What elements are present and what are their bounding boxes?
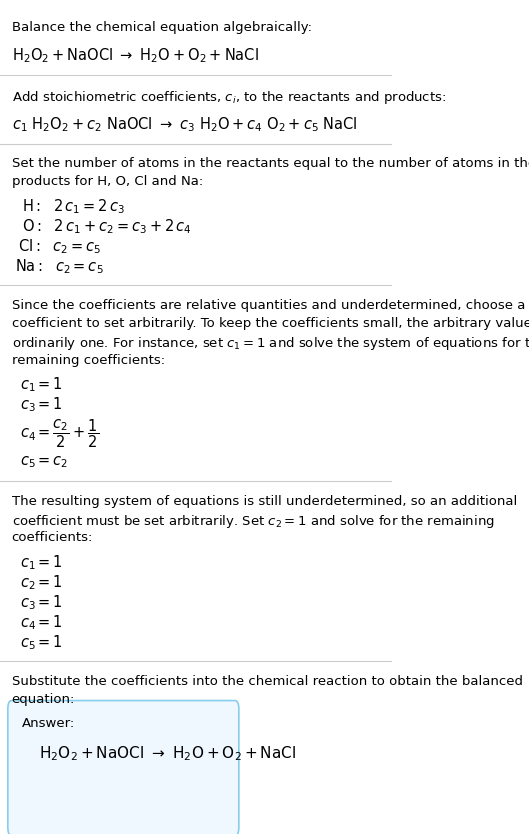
Text: $c_4 = \dfrac{c_2}{2} + \dfrac{1}{2}$: $c_4 = \dfrac{c_2}{2} + \dfrac{1}{2}$ <box>20 417 98 450</box>
Text: ordinarily one. For instance, set $c_1 = 1$ and solve the system of equations fo: ordinarily one. For instance, set $c_1 =… <box>12 335 529 352</box>
Text: $\mathrm{H_2O_2 + NaOCl\ \rightarrow\ H_2O + O_2 + NaCl}$: $\mathrm{H_2O_2 + NaOCl\ \rightarrow\ H_… <box>12 46 259 64</box>
Text: The resulting system of equations is still underdetermined, so an additional: The resulting system of equations is sti… <box>12 495 517 508</box>
Text: remaining coefficients:: remaining coefficients: <box>12 354 165 367</box>
Text: coefficient to set arbitrarily. To keep the coefficients small, the arbitrary va: coefficient to set arbitrarily. To keep … <box>12 317 529 330</box>
Text: $\mathrm{Cl:}\ \ c_2 = c_5$: $\mathrm{Cl:}\ \ c_2 = c_5$ <box>18 237 101 255</box>
Text: products for H, O, Cl and Na:: products for H, O, Cl and Na: <box>12 175 203 188</box>
Text: $c_5 = 1$: $c_5 = 1$ <box>20 633 62 651</box>
Text: $c_2 = 1$: $c_2 = 1$ <box>20 573 62 591</box>
Text: $\mathrm{Na:}\ \ c_2 = c_5$: $\mathrm{Na:}\ \ c_2 = c_5$ <box>15 257 104 275</box>
Text: $c_1 = 1$: $c_1 = 1$ <box>20 553 62 571</box>
Text: $c_1 = 1$: $c_1 = 1$ <box>20 375 62 394</box>
Text: Set the number of atoms in the reactants equal to the number of atoms in the: Set the number of atoms in the reactants… <box>12 157 529 170</box>
Text: $c_4 = 1$: $c_4 = 1$ <box>20 613 62 631</box>
Text: Balance the chemical equation algebraically:: Balance the chemical equation algebraica… <box>12 21 312 34</box>
FancyBboxPatch shape <box>8 701 239 834</box>
Text: $c_5 = c_2$: $c_5 = c_2$ <box>20 455 68 470</box>
Text: coefficient must be set arbitrarily. Set $c_2 = 1$ and solve for the remaining: coefficient must be set arbitrarily. Set… <box>12 513 495 530</box>
Text: Answer:: Answer: <box>22 717 75 731</box>
Text: coefficients:: coefficients: <box>12 531 93 545</box>
Text: $c_3 = 1$: $c_3 = 1$ <box>20 593 62 611</box>
Text: equation:: equation: <box>12 693 75 706</box>
Text: $\mathrm{O:}\ \ 2\,c_1 + c_2 = c_3 + 2\,c_4$: $\mathrm{O:}\ \ 2\,c_1 + c_2 = c_3 + 2\,… <box>22 217 191 235</box>
Text: $\mathrm{H:}\ \ 2\,c_1 = 2\,c_3$: $\mathrm{H:}\ \ 2\,c_1 = 2\,c_3$ <box>22 197 125 215</box>
Text: Since the coefficients are relative quantities and underdetermined, choose a: Since the coefficients are relative quan… <box>12 299 525 312</box>
Text: $c_1\ \mathrm{H_2O_2} + c_2\ \mathrm{NaOCl}\ \rightarrow\ c_3\ \mathrm{H_2O} + c: $c_1\ \mathrm{H_2O_2} + c_2\ \mathrm{NaO… <box>12 115 358 133</box>
Text: Add stoichiometric coefficients, $c_i$, to the reactants and products:: Add stoichiometric coefficients, $c_i$, … <box>12 89 446 106</box>
Text: $\mathrm{H_2O_2 + NaOCl\ \rightarrow\ H_2O + O_2 + NaCl}$: $\mathrm{H_2O_2 + NaOCl\ \rightarrow\ H_… <box>39 744 296 762</box>
Text: Substitute the coefficients into the chemical reaction to obtain the balanced: Substitute the coefficients into the che… <box>12 675 523 688</box>
Text: $c_3 = 1$: $c_3 = 1$ <box>20 395 62 414</box>
